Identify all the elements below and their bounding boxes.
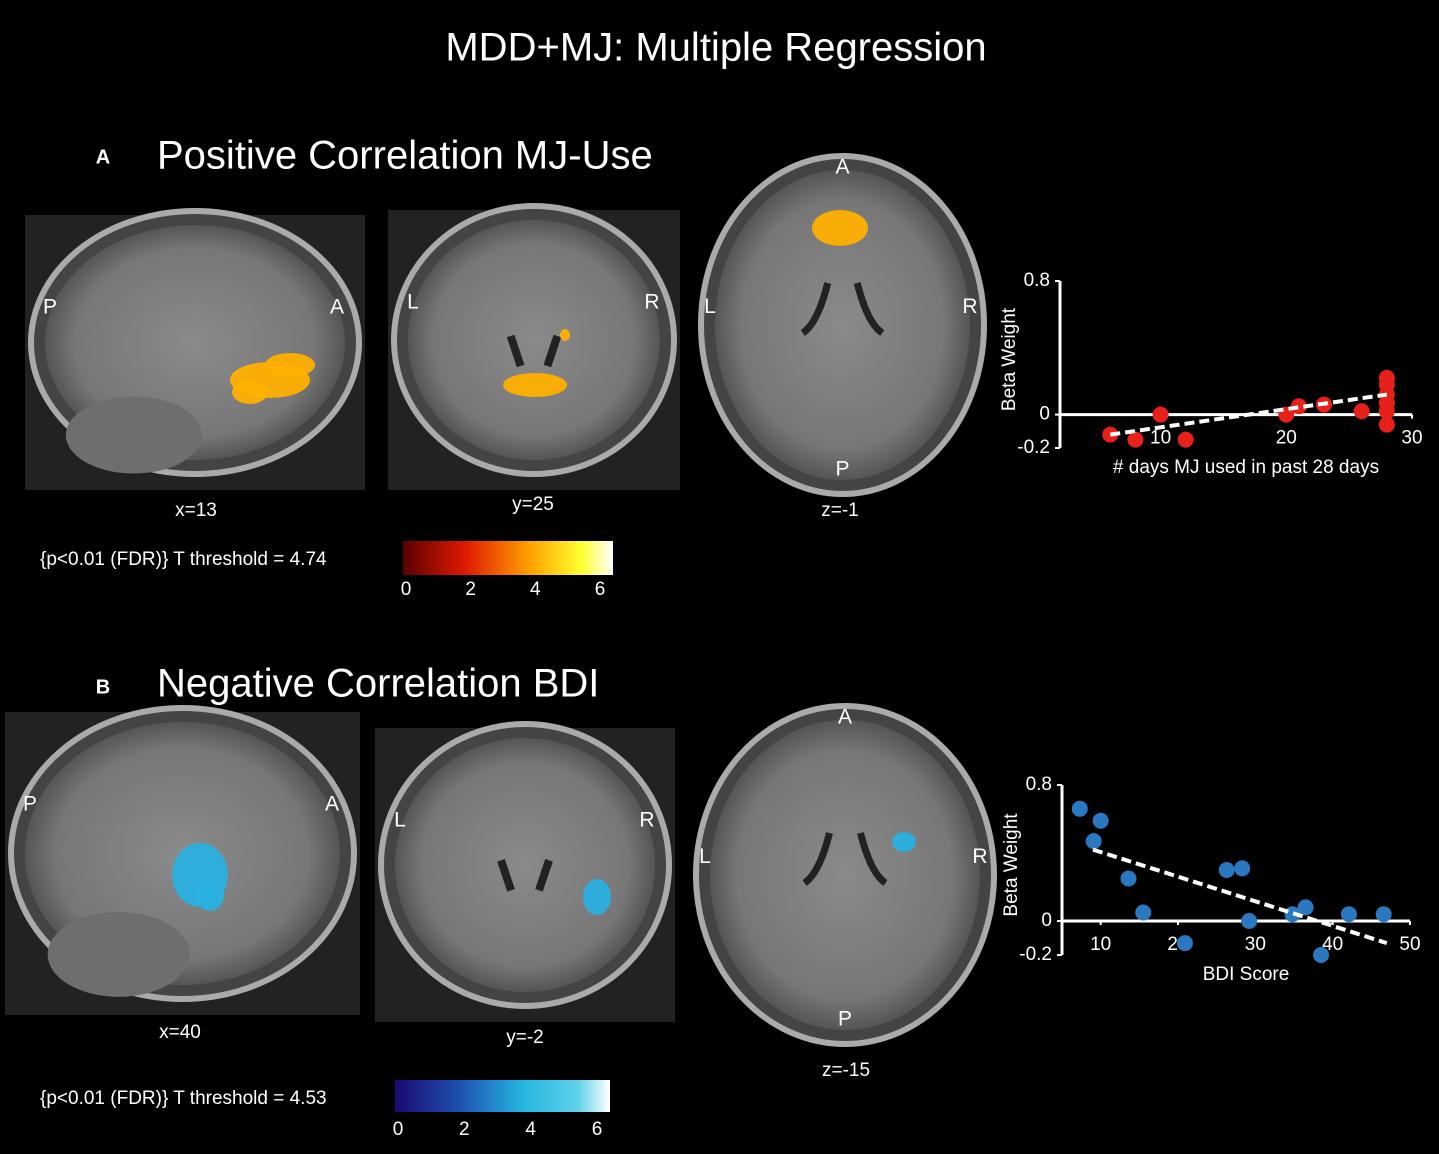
point [1353,403,1370,420]
point [1135,904,1152,921]
orientation-label: R [962,295,977,318]
point [1234,860,1251,877]
y-tick-label: 0 [1039,404,1050,425]
colorbar-tick: 0 [401,579,412,600]
point [1340,906,1357,923]
x-tick-label: 50 [1399,934,1420,955]
cerebellum [65,396,202,474]
panel-label: B [96,676,110,698]
brain [715,170,970,480]
point [1152,406,1169,423]
x-tick-label: 40 [1322,934,1343,955]
ventricles [802,832,888,886]
cerebellum [47,911,190,997]
point [1290,398,1307,415]
activation [583,879,611,915]
point [1177,431,1194,448]
orientation-label: L [394,809,406,832]
y-axis-label: Beta Weight [999,307,1020,411]
brain [710,720,980,1030]
trend-line [1092,847,1388,946]
x-tick-label: 10 [1150,428,1171,449]
colorbar-tick: 6 [592,1119,603,1140]
colorbar-tick: 2 [465,579,476,600]
point [1241,913,1258,929]
activation [232,380,268,404]
y-tick-label: -0.2 [1017,437,1050,458]
activation [503,373,567,397]
brain [408,220,660,460]
x-tick-label: 30 [1401,428,1422,449]
x-axis-label: # days MJ used in past 28 days [1113,457,1379,478]
ventricles [800,282,885,336]
orientation-label: R [644,291,659,314]
slice-coordinate: x=40 [159,1022,201,1043]
point [1378,403,1395,420]
point [1085,833,1102,850]
slice-coordinate: z=-15 [822,1060,870,1081]
threshold-text: {p<0.01 (FDR)} T threshold = 4.74 [40,549,327,570]
ventricles [497,859,553,892]
panel-label: A [96,146,110,168]
point [1297,899,1314,916]
orientation-label: A [835,156,849,179]
ventricles [506,334,562,368]
orientation-label: P [43,296,57,319]
point [1120,870,1137,887]
orientation-label: L [699,845,711,868]
orientation-label: P [835,458,849,481]
orientation-label: A [838,706,852,729]
activation [196,879,224,911]
x-tick-label: 10 [1090,934,1111,955]
point [1375,906,1392,923]
slice-coordinate: z=-1 [821,500,859,521]
threshold-text: {p<0.01 (FDR)} T threshold = 4.53 [40,1088,327,1109]
slice-coordinate: y=-2 [506,1027,544,1048]
brain [395,738,655,992]
point [1071,800,1088,817]
colorbar-tick: 0 [393,1119,404,1140]
colorbar [395,1080,610,1112]
y-axis-label: Beta Weight [1001,813,1022,917]
point [1127,431,1144,448]
y-tick-label: 0.8 [1024,270,1050,291]
x-tick-label: 20 [1276,428,1297,449]
y-tick-label: 0 [1041,910,1052,931]
orientation-label: A [325,793,339,816]
orientation-label: A [330,296,344,319]
panel-heading: Positive Correlation MJ-Use [157,134,653,178]
activation [265,353,315,377]
orientation-label: L [407,291,419,314]
orientation-label: L [704,295,716,318]
point [1378,416,1395,433]
orientation-label: R [639,809,654,832]
colorbar-tick: 4 [530,579,541,600]
point [1176,935,1193,952]
y-tick-label: -0.2 [1019,944,1052,965]
colorbar [403,541,613,575]
activation [560,329,570,341]
orientation-label: P [838,1008,852,1031]
slice-coordinate: x=13 [175,500,217,521]
x-tick-label: 30 [1245,934,1266,955]
slice-coordinate: y=25 [512,494,554,515]
orientation-label: P [23,793,37,816]
activation [812,210,868,246]
point [1092,812,1109,829]
activation [892,832,916,852]
point [1218,862,1235,878]
colorbar-tick: 6 [595,579,606,600]
orientation-label: R [972,845,987,868]
panel-heading: Negative Correlation BDI [157,662,599,706]
y-tick-label: 0.8 [1026,774,1052,795]
colorbar-tick: 2 [459,1119,470,1140]
point [1313,947,1330,963]
trend-line [1109,392,1388,437]
x-axis-label: BDI Score [1203,964,1290,985]
colorbar-tick: 4 [525,1119,536,1140]
figure-title: MDD+MJ: Multiple Regression [445,26,986,70]
